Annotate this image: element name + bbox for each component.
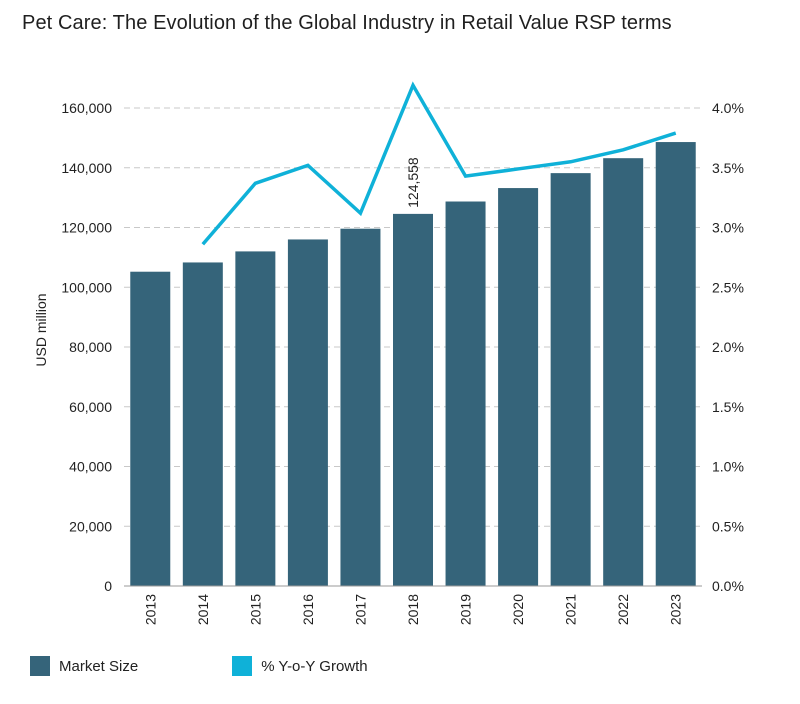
x-tick-label: 2018 bbox=[405, 594, 421, 625]
legend-label-market-size: Market Size bbox=[59, 657, 139, 675]
x-tick-label: 2017 bbox=[352, 594, 368, 625]
y2-tick-label: 0.5% bbox=[712, 518, 744, 534]
legend: Market Size % Y-o-Y Growth bbox=[30, 656, 462, 676]
bar bbox=[182, 262, 223, 586]
x-tick-label: 2016 bbox=[300, 594, 316, 625]
y-tick-label: 100,000 bbox=[61, 279, 112, 295]
x-tick-label: 2019 bbox=[458, 594, 474, 625]
y-tick-label: 40,000 bbox=[69, 459, 112, 475]
bar bbox=[603, 158, 644, 586]
bar bbox=[287, 239, 328, 586]
legend-swatch-line bbox=[232, 656, 253, 676]
data-label: 124,558 bbox=[405, 157, 421, 208]
bar bbox=[445, 201, 486, 587]
x-tick-label: 2013 bbox=[142, 594, 158, 625]
legend-item-yoy-growth[interactable]: % Y-o-Y Growth bbox=[232, 656, 368, 676]
y-tick-label: 60,000 bbox=[69, 399, 112, 415]
y-tick-label: 140,000 bbox=[61, 160, 112, 176]
legend-label-yoy-growth: % Y-o-Y Growth bbox=[261, 657, 368, 675]
bar bbox=[550, 173, 591, 586]
y-tick-label: 80,000 bbox=[69, 339, 112, 355]
bar bbox=[235, 251, 276, 586]
y-tick-label: 0 bbox=[104, 578, 112, 594]
x-tick-label: 2020 bbox=[510, 594, 526, 625]
y-tick-label: 120,000 bbox=[61, 220, 112, 236]
x-tick-label: 2023 bbox=[668, 594, 684, 625]
legend-item-market-size[interactable]: Market Size bbox=[30, 656, 138, 676]
bar bbox=[340, 228, 381, 586]
bar bbox=[393, 213, 433, 586]
chart-svg: 0 20,000 40,000 60,000 80,000 100,000 120,000 1… bbox=[33, 81, 744, 625]
y2-tick-label: 4.0% bbox=[712, 100, 744, 116]
x-tick-label: 2014 bbox=[195, 594, 211, 625]
y2-tick-label: 0.0% bbox=[712, 578, 744, 594]
y-tick-label: 160,000 bbox=[61, 100, 112, 116]
y2-tick-label: 2.0% bbox=[712, 339, 744, 355]
y2-tick-label: 2.5% bbox=[712, 279, 744, 295]
x-tick-label: 2015 bbox=[247, 594, 263, 625]
chart-title: Pet Care: The Evolution of the Global In… bbox=[22, 12, 672, 34]
growth-line bbox=[201, 81, 677, 246]
y2-tick-label: 3.5% bbox=[712, 160, 744, 176]
y-axis-title: USD million bbox=[33, 293, 49, 366]
y-tick-label: 20,000 bbox=[69, 518, 112, 534]
bar bbox=[498, 188, 539, 586]
x-tick-label: 2022 bbox=[615, 594, 631, 625]
y2-tick-label: 1.0% bbox=[712, 459, 744, 475]
y2-tick-label: 3.0% bbox=[712, 220, 744, 236]
x-tick-label: 2021 bbox=[563, 594, 579, 625]
y2-tick-label: 1.5% bbox=[712, 399, 744, 415]
bar bbox=[130, 271, 171, 586]
bar bbox=[655, 142, 696, 586]
legend-swatch-bar bbox=[30, 656, 50, 676]
